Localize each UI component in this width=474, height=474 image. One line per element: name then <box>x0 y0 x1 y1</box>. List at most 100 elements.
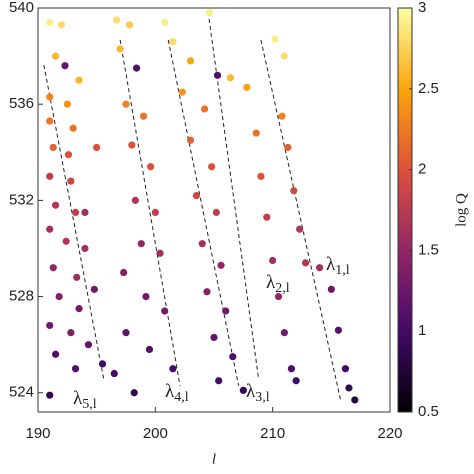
point <box>46 117 54 125</box>
point <box>69 124 77 132</box>
point <box>98 360 107 368</box>
point <box>132 64 141 72</box>
annotation-subscript: 5,l <box>82 397 97 412</box>
point <box>201 105 209 113</box>
point <box>71 208 80 217</box>
point <box>292 377 300 385</box>
point <box>52 350 60 358</box>
x-tick-label: 190 <box>25 425 50 442</box>
point <box>334 326 342 334</box>
point <box>186 136 195 144</box>
colorbar-label: log Q <box>453 193 469 227</box>
point <box>73 273 81 281</box>
y-tick-label: 540 <box>9 0 34 16</box>
point <box>57 21 66 29</box>
point <box>46 391 54 399</box>
point <box>169 365 177 373</box>
point <box>213 71 222 79</box>
point <box>203 288 211 296</box>
point <box>110 369 118 378</box>
point <box>64 151 73 159</box>
y-tick-label: 536 <box>9 95 34 112</box>
point <box>301 259 310 267</box>
point <box>316 264 324 272</box>
point <box>215 377 223 385</box>
point <box>280 52 288 60</box>
point <box>49 143 57 152</box>
point <box>210 333 218 342</box>
point <box>341 365 350 373</box>
point <box>81 208 89 217</box>
point <box>208 163 216 171</box>
point <box>186 57 195 65</box>
point <box>67 329 75 337</box>
annotation: λ5,l <box>73 388 97 412</box>
point <box>274 292 283 301</box>
point <box>63 100 71 108</box>
point <box>351 396 359 404</box>
point <box>67 177 75 185</box>
annotation-symbol: λ <box>165 381 175 402</box>
point <box>271 35 279 43</box>
point <box>81 244 89 253</box>
point <box>257 172 265 180</box>
x-tick-label: 220 <box>377 425 402 442</box>
colorbar-tick-label: 0.5 <box>418 403 439 420</box>
x-tick-label: 200 <box>143 425 168 442</box>
annotation-symbol: λ <box>266 272 276 293</box>
point <box>137 240 145 248</box>
point <box>120 268 128 277</box>
point <box>269 256 277 265</box>
point <box>116 45 124 53</box>
point <box>226 74 235 82</box>
point <box>131 196 139 204</box>
point <box>287 365 296 373</box>
point <box>296 225 304 233</box>
fit-line <box>43 64 105 379</box>
plot-frame <box>37 7 391 413</box>
colorbar <box>397 7 413 413</box>
point <box>243 83 251 91</box>
annotation-symbol: λ <box>326 254 336 275</box>
colorbar-tick-label: 1.5 <box>418 241 439 258</box>
point <box>46 172 54 180</box>
point <box>169 38 177 46</box>
point <box>212 208 220 217</box>
point <box>252 129 260 137</box>
annotation-subscript: 2,l <box>275 281 290 296</box>
y-tick-label: 524 <box>9 384 34 401</box>
point <box>222 307 230 315</box>
point <box>52 52 60 60</box>
point <box>178 88 186 96</box>
annotation-subscript: 3,l <box>255 390 270 405</box>
point <box>142 292 150 301</box>
point <box>130 389 138 397</box>
point <box>205 9 213 17</box>
fit-line <box>119 39 181 386</box>
annotation-symbol: λ <box>246 381 256 402</box>
annotation-symbol: λ <box>73 388 83 409</box>
point <box>161 307 169 315</box>
point <box>90 285 98 293</box>
annotation-subscript: 4,l <box>174 390 189 405</box>
point <box>75 304 83 313</box>
annotation: λ4,l <box>165 381 189 405</box>
point <box>280 329 288 337</box>
point <box>84 341 93 349</box>
annotation: λ3,l <box>246 381 270 405</box>
point <box>46 93 54 101</box>
point <box>49 264 57 272</box>
point <box>52 201 60 209</box>
point <box>284 143 292 152</box>
y-tick-label: 528 <box>9 288 34 305</box>
point <box>46 225 54 233</box>
point <box>140 112 148 120</box>
point <box>145 345 154 354</box>
point <box>161 18 169 27</box>
point <box>93 143 101 152</box>
point <box>239 386 247 394</box>
colorbar-tick-label: 2 <box>418 161 426 178</box>
point <box>122 329 130 337</box>
point <box>71 365 80 373</box>
